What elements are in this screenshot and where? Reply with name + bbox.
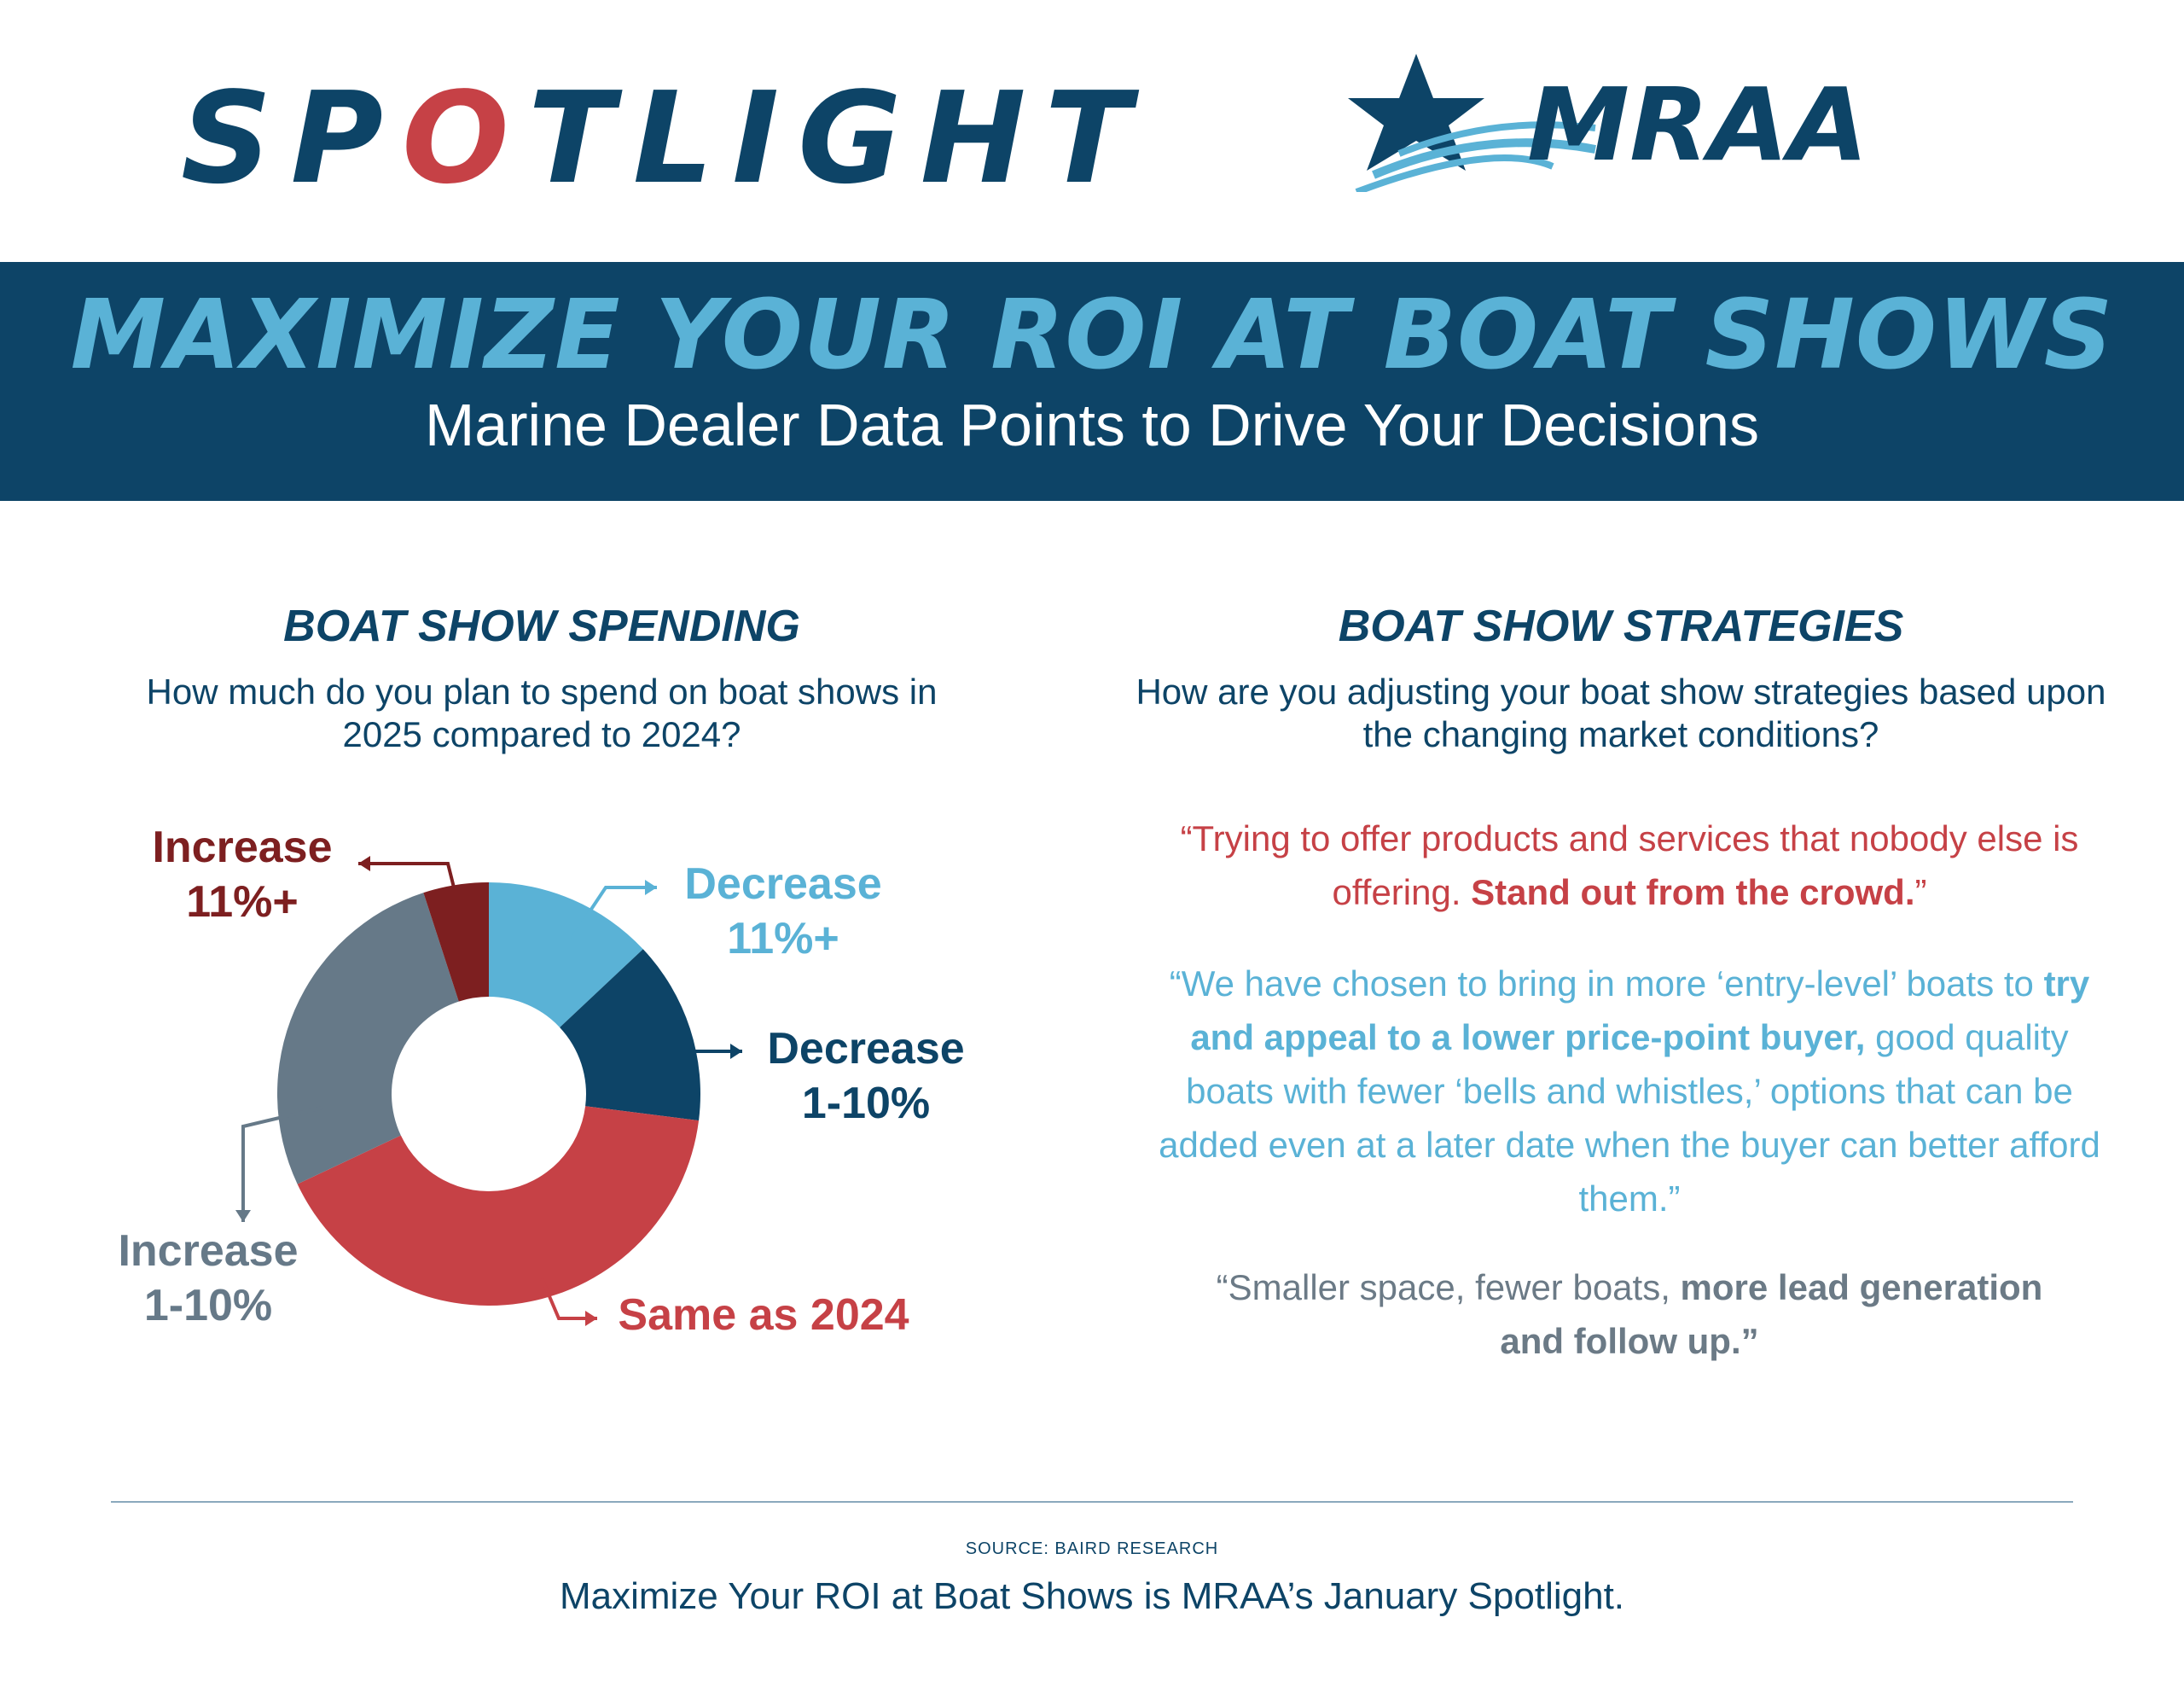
slice-sublabel-1: 1-10% <box>802 1079 930 1128</box>
quote-smaller-space: “Smaller space, fewer boats, more lead g… <box>1194 1260 2065 1368</box>
leader-line-2 <box>540 1277 597 1320</box>
quote2-end: good quality boats with fewer ‘bells and… <box>1159 1017 2100 1219</box>
spotlight-logo: SPOTLIGHT <box>181 75 1150 201</box>
slice-sublabel-3: 1-10% <box>144 1281 272 1330</box>
slice-sublabel-0: 11%+ <box>727 914 839 963</box>
footer-text: Maximize Your ROI at Boat Shows is MRAA’… <box>559 1575 1625 1617</box>
source-note: SOURCE: BAIRD RESEARCH <box>965 1539 1219 1558</box>
leader-line-0 <box>570 886 657 940</box>
leader-arrow-4 <box>358 856 370 871</box>
slice-label-0: Decrease <box>684 859 881 909</box>
quote1-bold: Stand out from the crowd. <box>1471 872 1915 912</box>
logo-text-before: SP <box>181 65 403 212</box>
donut-slice-0 <box>489 882 643 1027</box>
quote3-text: “Smaller space, fewer boats, <box>1216 1267 1681 1307</box>
slice-label-1: Decrease <box>767 1024 964 1074</box>
strategies-title: BOAT SHOW STRATEGIES <box>1338 602 1904 651</box>
donut-slice-2 <box>297 1106 700 1306</box>
mraa-logo: MRAA <box>1348 54 1868 192</box>
quote-stand-out: “Trying to offer products and services t… <box>1152 812 2107 919</box>
quote2-bold: try and appeal to a lower price-point bu… <box>1190 963 2090 1057</box>
slice-label-3: Increase <box>118 1226 298 1276</box>
donut-slice-4 <box>423 882 489 1002</box>
slice-sublabel-4: 11%+ <box>186 877 299 927</box>
quote3-bold: more lead generation and follow up.” <box>1500 1267 2043 1361</box>
spending-question: How much do you plan to spend on boat sh… <box>146 672 938 755</box>
star-icon <box>1348 54 1484 171</box>
banner-subtitle: Marine Dealer Data Points to Drive Your … <box>424 392 1760 458</box>
header-banner <box>0 262 2184 501</box>
slice-label-2: Same as 2024 <box>618 1290 909 1340</box>
quote1-end: ” <box>1914 872 1927 912</box>
quote-entry-level: “We have chosen to bring in more ‘entry-… <box>1152 957 2107 1225</box>
leader-line-4 <box>358 862 456 888</box>
logo-text-o: O <box>402 65 528 212</box>
wave-icon <box>1372 138 1596 179</box>
donut-slice-3 <box>277 893 459 1184</box>
leader-arrow-2 <box>585 1311 597 1326</box>
donut-slice-1 <box>560 949 701 1121</box>
footer-divider <box>111 1501 2073 1503</box>
leader-line-3 <box>241 1106 323 1222</box>
spending-donut-chart: Decrease 11%+ Decrease 1-10% Same as 2024 Inc… <box>118 823 964 1340</box>
spending-title: BOAT SHOW SPENDING <box>283 602 800 651</box>
leader-arrow-3 <box>235 1210 251 1222</box>
mraa-logo-text: MRAA <box>1527 66 1868 183</box>
quote1-text: “Trying to offer products and services t… <box>1180 818 2079 912</box>
leader-arrow-0 <box>645 880 657 895</box>
banner-title: MAXIMIZE YOUR ROI AT BOAT SHOWS <box>70 280 2114 391</box>
logo-text-after: TLIGHT <box>527 65 1150 212</box>
slice-label-4: Increase <box>152 823 332 872</box>
leader-arrow-1 <box>730 1044 742 1059</box>
strategies-question: How are you adjusting your boat show str… <box>1136 672 2106 755</box>
quote2-text: “We have chosen to bring in more ‘entry-… <box>1169 963 2044 1004</box>
